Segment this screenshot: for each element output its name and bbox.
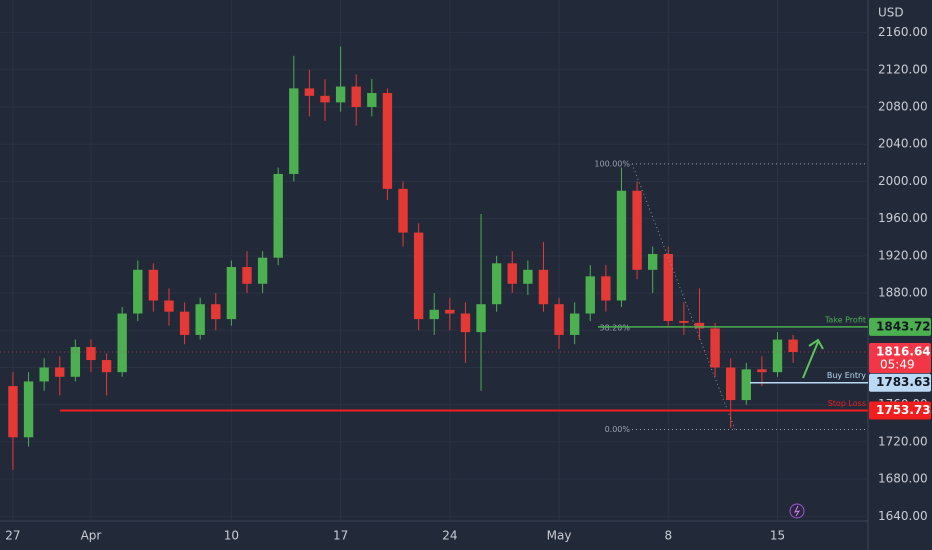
- candle-body: [476, 304, 486, 333]
- y-tick-label: 2160.00: [878, 25, 928, 39]
- candle-body: [616, 190, 627, 301]
- fib-label: 0.00%: [605, 425, 631, 434]
- candle-body: [273, 173, 283, 258]
- level-name: Buy Entry: [827, 371, 866, 380]
- candle-body: [772, 339, 783, 373]
- fib-label: 38.20%: [599, 323, 630, 332]
- price-tag-label: 1783.63: [876, 375, 931, 389]
- candle-body: [117, 313, 127, 373]
- countdown: 05:49: [880, 358, 915, 372]
- price-tag-label: 1843.72: [876, 319, 931, 333]
- price-tag-label: 1753.73: [876, 403, 931, 417]
- candle-body: [179, 311, 190, 335]
- y-tick-label: 1640.00: [878, 509, 928, 523]
- x-tick-label: 24: [442, 529, 457, 543]
- candle-body: [211, 304, 221, 320]
- y-tick-label: 2080.00: [878, 99, 928, 113]
- candle-body: [398, 188, 408, 233]
- x-tick-label: 10: [224, 529, 239, 543]
- candle-body: [304, 88, 315, 96]
- fib-label: 100.00%: [594, 159, 630, 168]
- x-tick-label: May: [547, 529, 572, 543]
- y-tick-label: 2120.00: [878, 62, 928, 76]
- candle-body: [679, 320, 689, 323]
- candle-body: [39, 367, 49, 382]
- y-tick-label: 1920.00: [878, 248, 928, 262]
- candle-body: [788, 339, 798, 353]
- price-tag: [869, 401, 931, 420]
- price-tag: [869, 317, 931, 336]
- candle-body: [335, 86, 346, 103]
- price-tag-label: 1816.64: [876, 345, 931, 359]
- candle-body: [195, 304, 205, 335]
- x-tick-label: 27: [5, 529, 20, 543]
- candle-body: [242, 267, 252, 284]
- candle-body: [569, 313, 580, 335]
- candle-body: [585, 276, 595, 314]
- y-tick-label: 1680.00: [878, 472, 928, 486]
- level-name: Take Profit: [824, 315, 866, 324]
- candle-body: [507, 263, 517, 284]
- x-tick-label: 17: [333, 529, 348, 543]
- candle-body: [741, 369, 751, 401]
- arrow: [802, 338, 824, 379]
- candle-body: [289, 88, 299, 174]
- candle-body: [23, 381, 34, 438]
- candle-body: [757, 369, 767, 373]
- candle-body: [538, 269, 549, 305]
- y-tick-label: 1720.00: [878, 434, 928, 448]
- candle-body: [320, 95, 330, 103]
- candle-body: [694, 322, 705, 329]
- grid: [0, 0, 868, 521]
- plot: 100.00% 38.20% 0.00% Take Profit Buy Entry St…: [0, 46, 868, 470]
- x-tick-label: 8: [664, 529, 672, 543]
- axes: 1640.001680.001720.001760.001800.001840.…: [5, 25, 931, 543]
- candle-body: [70, 347, 81, 377]
- candle-body: [382, 93, 393, 189]
- candle-body: [226, 267, 237, 320]
- currency: USD: [878, 6, 904, 20]
- x-tick-label: 15: [770, 529, 785, 543]
- price-tag: [869, 343, 931, 374]
- candle-body: [632, 190, 642, 270]
- candle-body: [647, 253, 658, 270]
- candle-body: [554, 304, 564, 335]
- candle-body: [164, 300, 174, 312]
- price-tag: [869, 373, 931, 392]
- y-tick-label: 2040.00: [878, 137, 928, 151]
- y-tick-label: 1880.00: [878, 286, 928, 300]
- candle-body: [367, 93, 377, 107]
- candle-body: [351, 86, 361, 107]
- x-tick-label: Apr: [81, 529, 102, 543]
- candle-body: [101, 360, 112, 373]
- candle-body: [86, 347, 96, 361]
- candle-body: [257, 257, 268, 284]
- level-name: Stop Loss: [828, 399, 866, 408]
- candle-body: [710, 328, 720, 368]
- candle-body: [133, 269, 143, 314]
- candle-body: [148, 269, 159, 301]
- candle-body: [55, 367, 65, 377]
- candle-body: [8, 386, 18, 438]
- candle-body: [601, 276, 611, 301]
- candle-body: [663, 253, 673, 321]
- candle-body: [429, 309, 439, 320]
- candle-body: [726, 367, 736, 401]
- lightning-glyph: [794, 505, 801, 517]
- candle-body: [460, 313, 471, 333]
- y-tick-label: 2000.00: [878, 174, 928, 188]
- candle-body: [523, 269, 533, 284]
- y-tick-label: 1960.00: [878, 211, 928, 225]
- candle-body: [491, 263, 502, 305]
- candle-body: [413, 232, 424, 320]
- candle-body: [445, 309, 455, 314]
